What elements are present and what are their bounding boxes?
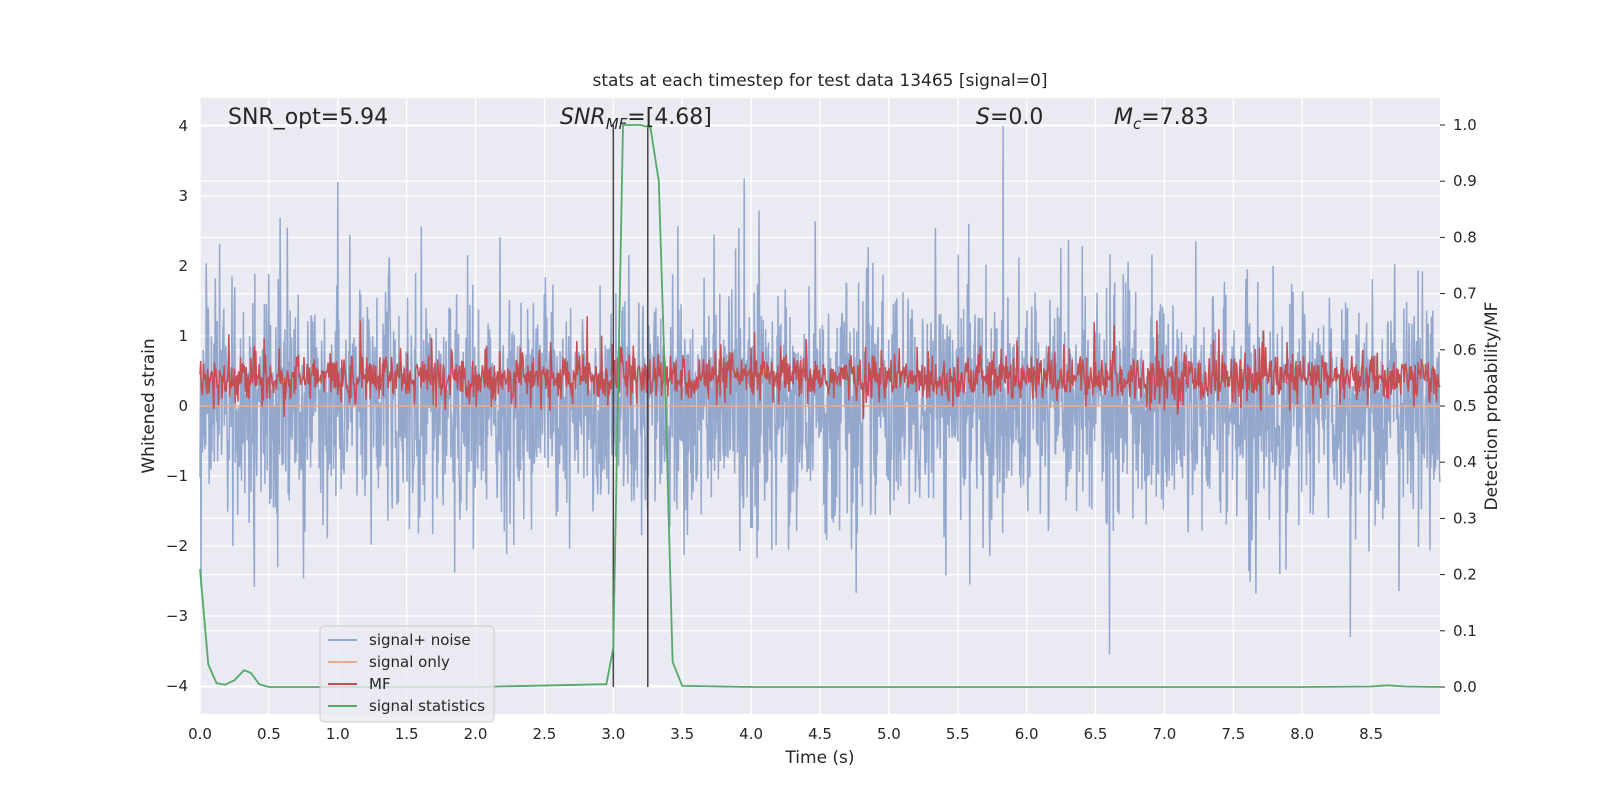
x-tick-label: 2.0 bbox=[464, 725, 488, 743]
legend-box bbox=[319, 625, 495, 723]
x-tick-label: 7.5 bbox=[1221, 725, 1245, 743]
x-tick-label: 5.5 bbox=[946, 725, 970, 743]
x-tick-label: 2.5 bbox=[533, 725, 557, 743]
y-right-tick-label: 0.3 bbox=[1453, 509, 1477, 527]
x-tick-label: 3.5 bbox=[670, 725, 694, 743]
legend-label-signal-statistics: signal statistics bbox=[369, 697, 485, 715]
y-right-tick-label: 0.5 bbox=[1453, 397, 1477, 415]
y-tick-label: 3 bbox=[178, 187, 188, 205]
vertical-markers bbox=[612, 124, 649, 688]
y-ticks-left: 4 3 2 1 0 −1 −2 −3 −4 bbox=[166, 117, 188, 695]
x-tick-label: 8.5 bbox=[1359, 725, 1383, 743]
annotation-s: S=0.0 bbox=[976, 105, 1043, 130]
chart-title: stats at each timestep for test data 134… bbox=[593, 71, 1048, 91]
y-axis-label-right: Detection probability/MF bbox=[1482, 302, 1502, 511]
y-tick-label: 2 bbox=[178, 257, 188, 275]
y-right-tick-label: 1.0 bbox=[1453, 116, 1477, 134]
annotation-snr-mf: SNRMF=[4.68] bbox=[560, 105, 712, 133]
x-tick-label: 8.0 bbox=[1290, 725, 1314, 743]
x-tick-label: 1.0 bbox=[326, 725, 350, 743]
y-tick-label: 1 bbox=[178, 327, 188, 345]
y-ticks-right: 1.0 0.9 0.8 0.7 0.6 0.5 0.4 0.3 0.2 0.1 0.0 bbox=[1440, 116, 1477, 696]
y-right-tick-label: 0.9 bbox=[1453, 172, 1477, 190]
y-tick-label: 4 bbox=[178, 117, 188, 135]
y-tick-label: −1 bbox=[166, 467, 188, 485]
legend-label-signal-only: signal only bbox=[369, 653, 450, 671]
y-right-tick-label: 0.0 bbox=[1453, 678, 1477, 696]
legend: signal+ noise signal only MF signal stat… bbox=[319, 625, 495, 723]
x-ticks: 0.0 0.5 1.0 1.5 2.0 2.5 3.0 3.5 4.0 4.5 5.0 5.5 6.0 6… bbox=[188, 725, 1383, 743]
y-right-tick-label: 0.7 bbox=[1453, 285, 1477, 303]
x-axis-label: Time (s) bbox=[784, 748, 854, 768]
x-tick-label: 5.0 bbox=[877, 725, 901, 743]
x-tick-label: 1.5 bbox=[395, 725, 419, 743]
annotation-mc-subscript: c bbox=[1133, 115, 1142, 133]
y-right-tick-label: 0.6 bbox=[1453, 341, 1477, 359]
annotation-s-value: =0.0 bbox=[990, 105, 1043, 130]
y-tick-label: −3 bbox=[166, 607, 188, 625]
annotation-snr-mf-value: =[4.68] bbox=[627, 105, 712, 130]
legend-label-signal-noise: signal+ noise bbox=[369, 631, 471, 649]
annotation-mc-symbol: M bbox=[1114, 105, 1133, 130]
y-right-tick-label: 0.1 bbox=[1453, 622, 1477, 640]
y-right-tick-label: 0.2 bbox=[1453, 566, 1477, 584]
y-tick-label: 0 bbox=[178, 397, 188, 415]
x-tick-label: 6.5 bbox=[1084, 725, 1108, 743]
y-tick-label: −4 bbox=[166, 677, 188, 695]
annotation-snr-opt: SNR_opt=5.94 bbox=[228, 105, 388, 130]
signal-statistics-series bbox=[199, 124, 1441, 688]
plot-content bbox=[199, 124, 1441, 688]
y-tick-label: −2 bbox=[166, 537, 188, 555]
annotation-s-symbol: S bbox=[976, 105, 990, 130]
y-right-tick-label: 0.4 bbox=[1453, 453, 1477, 471]
y-right-tick-label: 0.8 bbox=[1453, 228, 1477, 246]
y-axis-label-left: Whitened strain bbox=[139, 338, 159, 473]
x-tick-label: 7.0 bbox=[1153, 725, 1177, 743]
x-tick-label: 3.0 bbox=[601, 725, 625, 743]
annotation-snr-mf-symbol: SNR bbox=[560, 105, 606, 130]
x-tick-label: 6.0 bbox=[1015, 725, 1039, 743]
x-tick-label: 0.5 bbox=[257, 725, 281, 743]
annotation-snr-mf-subscript: MF bbox=[606, 115, 628, 133]
legend-label-mf: MF bbox=[369, 675, 391, 693]
annotation-mc: Mc=7.83 bbox=[1114, 105, 1209, 133]
x-tick-label: 4.0 bbox=[739, 725, 763, 743]
x-tick-label: 0.0 bbox=[188, 725, 212, 743]
x-tick-label: 4.5 bbox=[808, 725, 832, 743]
mf-series bbox=[199, 316, 1441, 419]
annotation-mc-value: =7.83 bbox=[1141, 105, 1208, 130]
